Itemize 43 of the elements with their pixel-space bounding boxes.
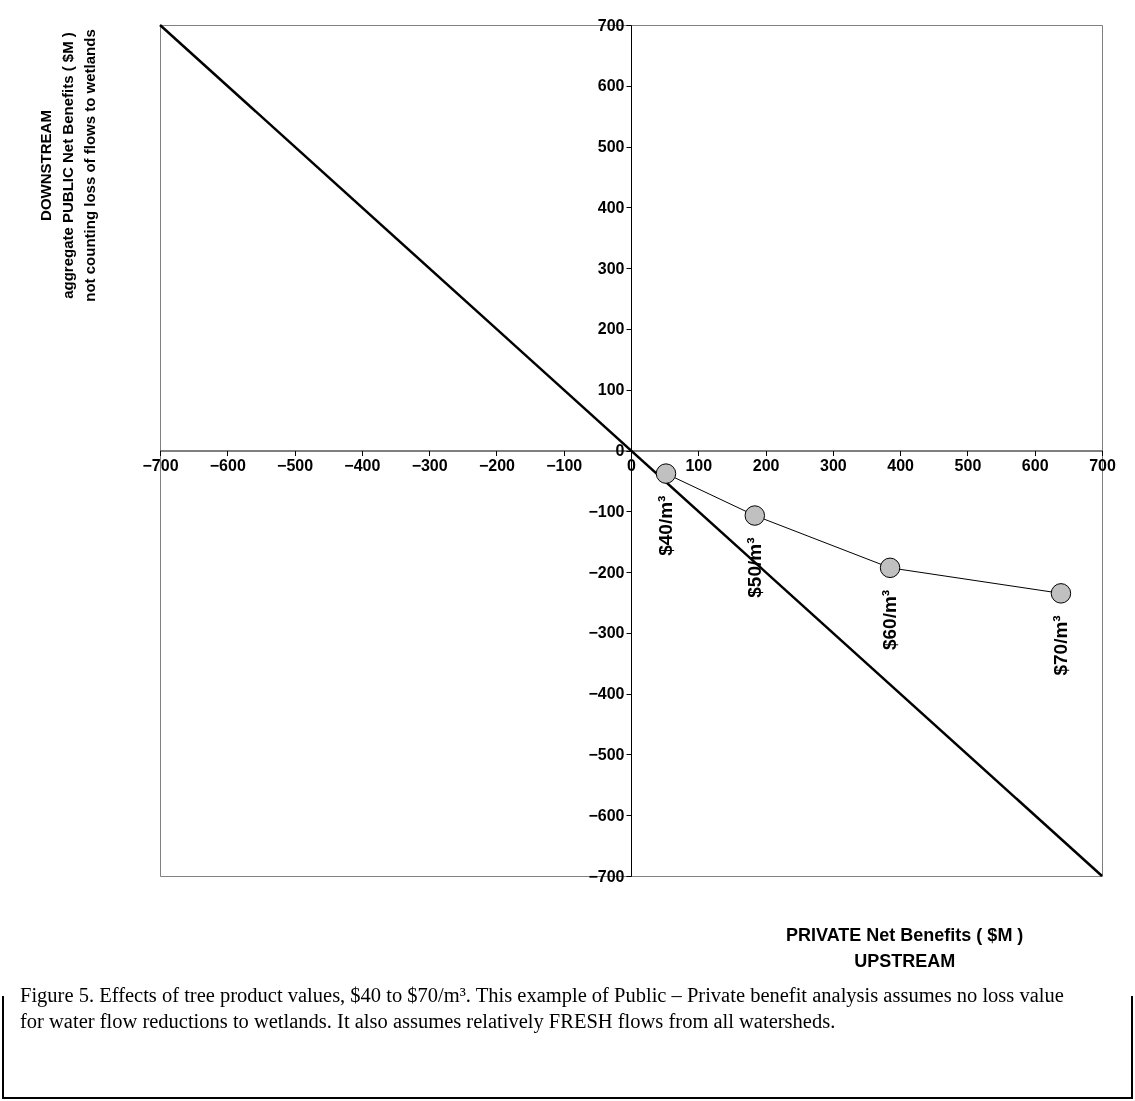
x-tick-label: −600: [209, 457, 246, 474]
y-tick-label: 500: [597, 138, 625, 156]
x-tick-label: 600: [1021, 457, 1049, 474]
x-tick-label: 500: [954, 457, 982, 474]
point: [1050, 583, 1072, 604]
y-tick-label: −500: [588, 745, 625, 763]
x-tick-label: −400: [344, 457, 381, 474]
y-tick-label: −300: [588, 624, 625, 642]
text: not counting loss of flows to wetlands: [80, 29, 98, 302]
text: DOWNSTREAM: [36, 110, 54, 221]
y-tick-label: 400: [597, 198, 625, 216]
annotation: $60/m³: [879, 589, 901, 651]
y-tick-label: −200: [588, 563, 625, 581]
text: PRIVATE Net Benefits ( $M ): [786, 924, 1024, 945]
y-tick-label: 0: [615, 442, 625, 459]
y-tick-label: 600: [597, 77, 625, 95]
y-tick-label: −100: [588, 502, 625, 520]
x-tick-label: −200: [478, 457, 516, 474]
x-tick-label: 300: [820, 457, 847, 474]
point: [655, 463, 677, 484]
x-tick-label: 700: [1089, 457, 1116, 474]
annotation: $50/m³: [743, 537, 765, 598]
annotation: $40/m³: [654, 495, 676, 556]
y-tick-label: −400: [588, 685, 625, 703]
x-tick-label: 400: [887, 457, 915, 474]
x-tick-label: 200: [752, 457, 780, 474]
x-tick-label: −700: [142, 457, 179, 474]
y-tick-label: −600: [588, 806, 625, 824]
point: [744, 505, 766, 526]
annotation: $70/m³: [1049, 615, 1071, 676]
text: aggregate PUBLIC Net Benefits ( $M ): [58, 32, 76, 299]
y-tick-label: 300: [597, 259, 625, 277]
point: [879, 557, 901, 579]
y-tick-label: 200: [597, 320, 625, 338]
x-tick-label: 100: [685, 457, 713, 474]
y-tick-label: −700: [588, 867, 625, 885]
y-tick-label: 100: [597, 381, 625, 399]
caption: Figure 5. Effects of tree product values, $40 to $70/m³. This example of Public – Private benefit analysis assumes no loss value for water flow reductions to wetlands. It also assumes relatively FRESH flows from all watersheds.: [20, 983, 1065, 1034]
x-tick-label: −300: [411, 457, 448, 474]
x-tick-label: −500: [277, 457, 314, 474]
y-tick-label: 700: [597, 16, 625, 34]
text: UPSTREAM: [854, 950, 956, 971]
x-tick-label: −100: [546, 457, 583, 474]
